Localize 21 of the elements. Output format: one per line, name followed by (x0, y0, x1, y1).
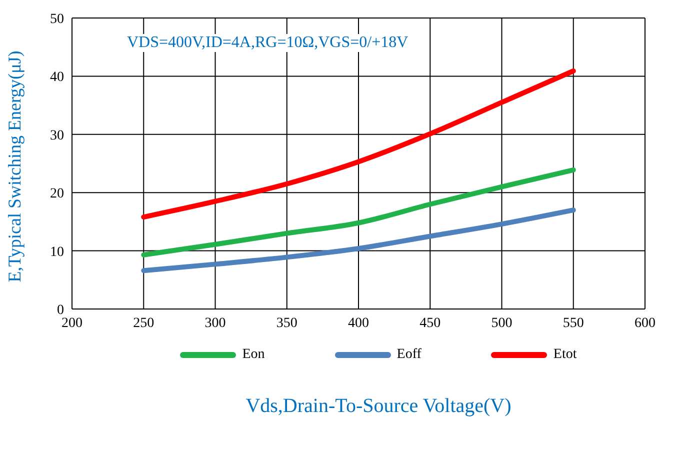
x-tick-label: 250 (133, 316, 154, 331)
y-tick-label: 40 (50, 70, 64, 86)
x-tick-label: 500 (491, 316, 512, 331)
x-tick-label: 350 (276, 316, 298, 331)
annotation: VDS=400V,ID=4A,RG=10Ω,VGS=0/+18V (127, 34, 408, 52)
x-axis-title: Vds,Drain-To-Source Voltage(V) (244, 395, 512, 418)
y-tick-label: 30 (50, 128, 64, 144)
legend-label: Eoff (396, 347, 422, 363)
legend-label: Eon (242, 347, 265, 363)
x-tick-label: 400 (348, 316, 369, 331)
x-tick-label: 300 (204, 316, 226, 331)
legend-label: Etot (553, 347, 577, 363)
y-tick-label: 10 (50, 244, 64, 260)
x-tick-label: 550 (562, 316, 584, 331)
y-axis-title: E,Typical Switching Energy(μJ) (4, 50, 26, 282)
y-tick-label: 20 (50, 186, 64, 202)
y-tick-label: 0 (57, 302, 64, 318)
x-tick-label: 450 (420, 316, 441, 331)
x-tick-label: 600 (634, 316, 656, 331)
x-tick-label: 200 (62, 316, 82, 331)
y-tick-label: 50 (50, 12, 64, 27)
